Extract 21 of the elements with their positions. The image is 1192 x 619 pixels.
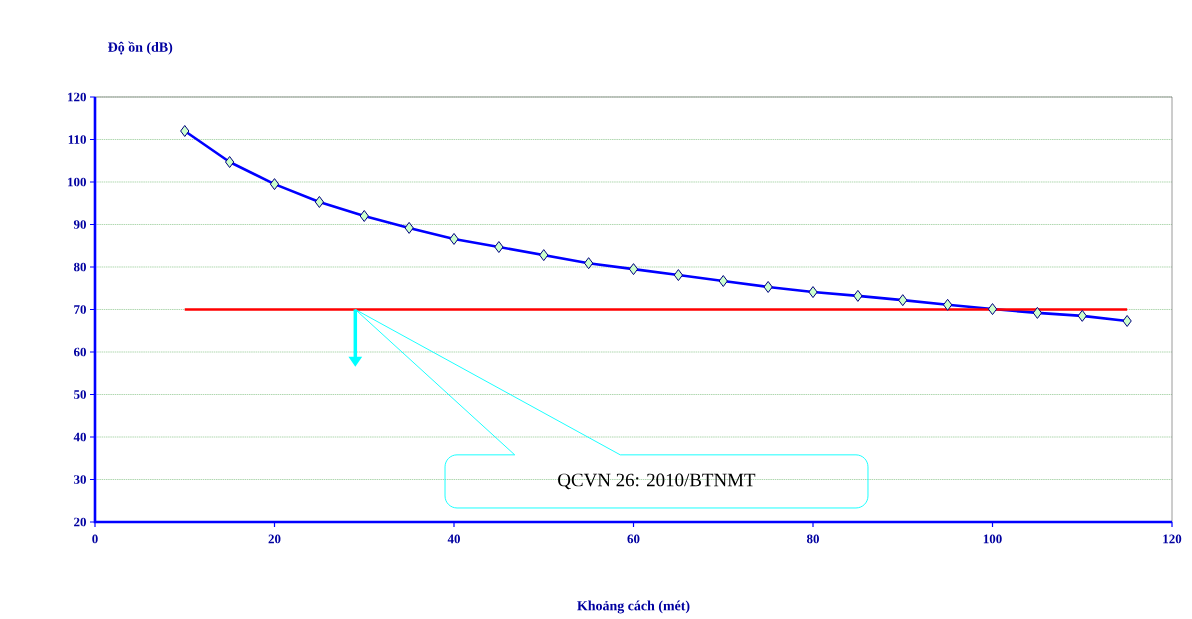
x-tick-label: 40 [447,534,460,544]
y-tick-label: 50 [74,390,86,399]
y-tick-label: 30 [74,475,86,484]
y-tick-label: 80 [73,262,86,272]
y-tick-label: 70 [74,305,86,314]
x-tick-label: 120 [1163,534,1182,544]
y-tick-label: 110 [68,135,86,144]
x-tick-label: 80 [806,534,819,544]
x-axis-title: Khoảng cách (mét) [577,600,690,614]
y-tick-label: 100 [68,177,86,187]
y-axis-title: Độ ồn (dB) [108,41,173,55]
y-tick-label: 120 [68,92,86,102]
y-tick-label: 60 [73,347,86,357]
annotation: QCVN 26: 2010/BTNMT [558,473,756,490]
y-tick-label: 90 [73,220,86,229]
x-tick-label: 60 [627,534,640,544]
x-tick-label: 0 [92,534,98,544]
x-tick-label: 100 [983,534,1002,544]
x-tick-label: 20 [268,534,281,544]
y-tick-label: 20 [74,517,86,527]
y-tick-label: 40 [73,432,86,442]
